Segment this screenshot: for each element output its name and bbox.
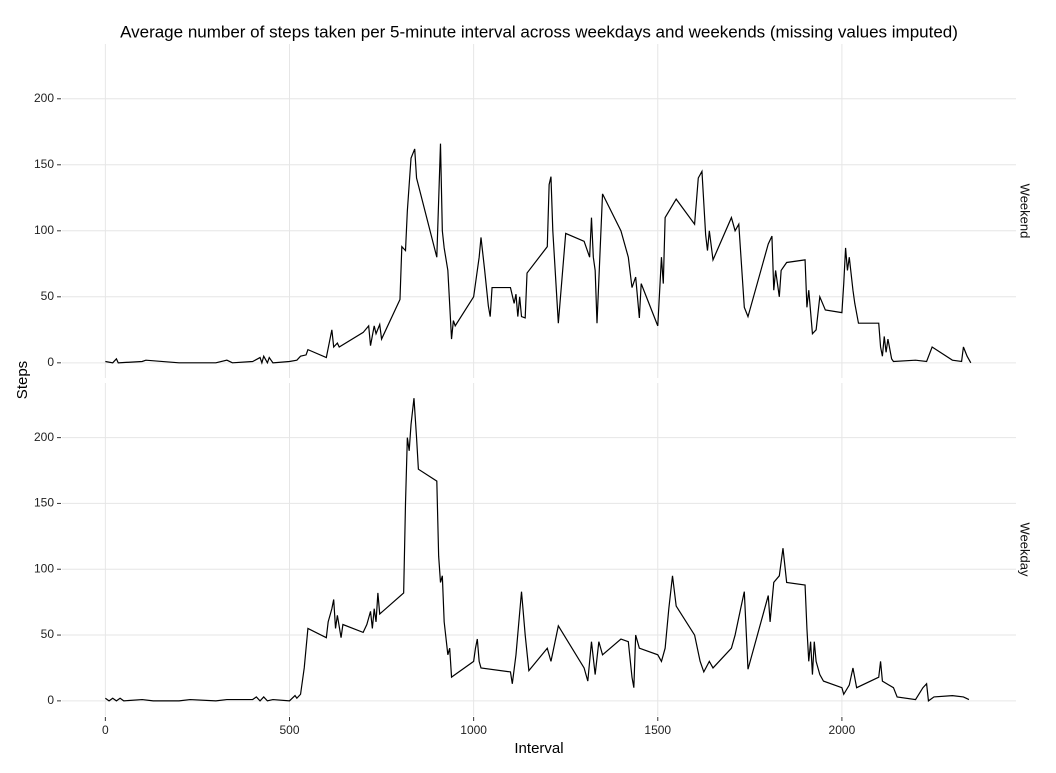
y-axis-title: Steps	[14, 361, 31, 399]
y-tick-label: 50	[41, 289, 55, 303]
data-line	[105, 143, 972, 365]
x-tick-label: 0	[102, 723, 109, 737]
chart-title: Average number of steps taken per 5-minu…	[120, 22, 958, 41]
x-tick-label: 500	[279, 723, 299, 737]
y-tick-label: 150	[34, 157, 54, 171]
y-tick-label: 100	[34, 223, 54, 237]
y-tick-label: 200	[34, 430, 54, 444]
y-tick-label: 0	[47, 355, 54, 369]
y-tick-label: 150	[34, 496, 54, 510]
y-tick-label: 0	[47, 693, 54, 707]
x-axis-title: Interval	[514, 740, 563, 757]
x-tick-label: 1000	[460, 723, 487, 737]
x-tick-label: 2000	[829, 723, 856, 737]
facet-label: Weekend	[1018, 184, 1033, 239]
y-tick-label: 100	[34, 561, 54, 575]
data-line	[105, 398, 970, 702]
facet-label: Weekday	[1018, 523, 1033, 577]
y-tick-label: 50	[41, 627, 55, 641]
y-tick-label: 200	[34, 91, 54, 105]
x-tick-label: 1500	[644, 723, 671, 737]
